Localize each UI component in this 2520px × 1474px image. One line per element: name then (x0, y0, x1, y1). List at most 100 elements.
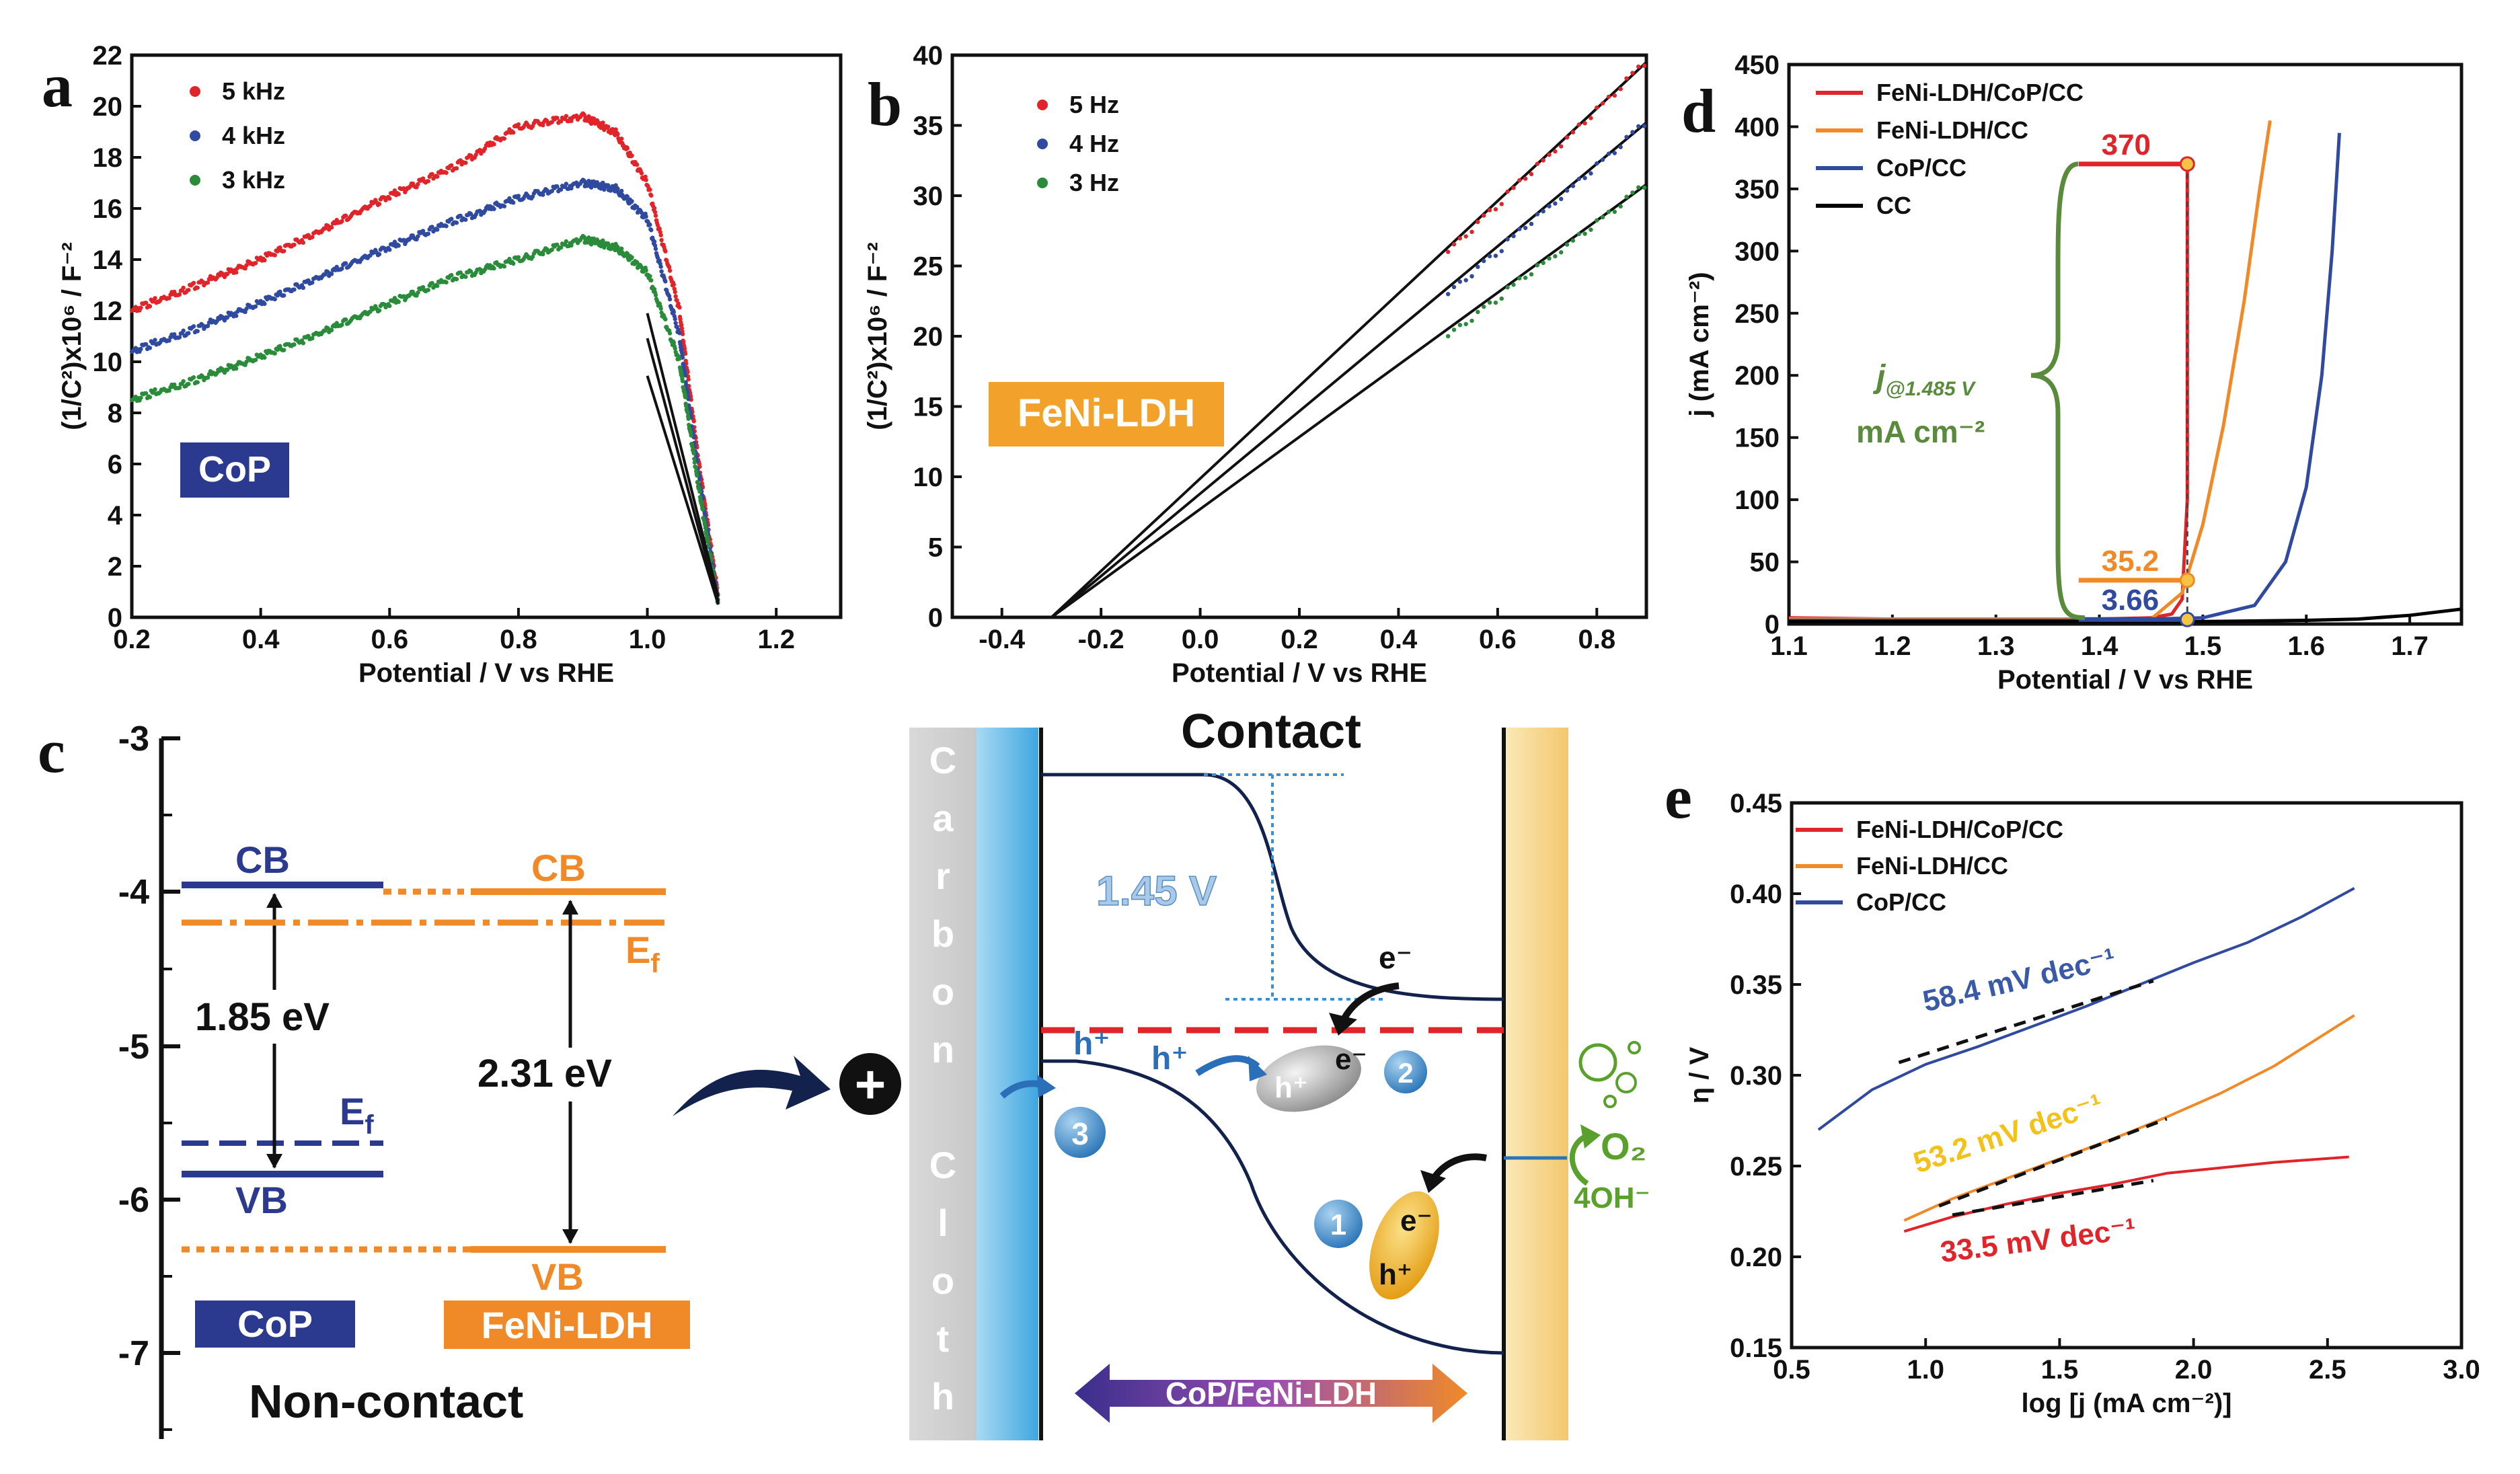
feni-vb-label: VB (531, 1255, 584, 1298)
feni-name: FeNi-LDH (481, 1304, 652, 1346)
data-point (652, 243, 658, 248)
data-point (677, 305, 682, 310)
data-point (426, 231, 430, 236)
data-point (167, 338, 171, 343)
y-tick-label: 10 (93, 348, 123, 377)
data-point (671, 282, 677, 287)
oer-curl-arrowhead (1580, 1124, 1601, 1149)
o2-bubble-tiny (1603, 1095, 1617, 1108)
data-point (444, 280, 449, 285)
grey-ball-e: e⁻ (1335, 1043, 1367, 1076)
data-point (648, 188, 652, 192)
data-point (1511, 282, 1516, 287)
x-tick-label: 0.5 (1773, 1355, 1810, 1385)
y-axis-label: η / V (1685, 1046, 1714, 1103)
data-point (225, 315, 230, 320)
data-point (605, 124, 611, 129)
data-point (301, 341, 306, 346)
gold-ball-h: h⁺ (1379, 1258, 1412, 1291)
data-point (1553, 254, 1558, 259)
o2-label: O₂ (1601, 1125, 1646, 1167)
data-point (644, 214, 648, 219)
data-point (555, 116, 560, 120)
data-point (649, 227, 654, 233)
oer-curl-arrow (1569, 1132, 1590, 1186)
data-point (1517, 276, 1522, 281)
data-point (586, 114, 591, 119)
bottom-double-arrow (1075, 1364, 1467, 1423)
data-point (678, 317, 683, 321)
data-point (605, 183, 611, 188)
x-tick-label: -0.4 (979, 625, 1026, 654)
data-point (1487, 208, 1492, 212)
data-point (172, 382, 177, 387)
data-point (601, 120, 605, 125)
data-point (706, 544, 711, 549)
cop-gap-arrowhead-top (266, 893, 282, 908)
data-point (1564, 135, 1570, 140)
data-point (492, 142, 496, 147)
data-point (1636, 185, 1641, 190)
data-point (387, 196, 392, 201)
x-tick-label: 1.4 (2081, 631, 2118, 661)
data-point (564, 182, 569, 186)
data-point (340, 322, 344, 327)
data-point (619, 137, 624, 141)
cloth-letter: b (931, 913, 954, 955)
electron-label-top: e⁻ (1379, 940, 1412, 975)
data-point (558, 187, 564, 192)
data-point (1606, 94, 1611, 100)
data-point (1523, 275, 1528, 280)
x-axis-label: Potential / V vs RHE (358, 658, 614, 688)
series-line (1903, 1155, 2349, 1233)
data-point (281, 348, 287, 352)
tafel-fit (1898, 979, 2154, 1064)
energy-ticks (161, 736, 180, 1431)
series-line (1817, 887, 2355, 1131)
data-point (301, 285, 306, 290)
data-point (1595, 105, 1599, 110)
data-point (639, 171, 644, 176)
data-point (1589, 171, 1593, 176)
data-point (541, 192, 545, 197)
cop-ef-label: Ef (340, 1090, 374, 1140)
plus-sign: + (855, 1054, 886, 1114)
data-point (416, 182, 420, 187)
plot-frame (130, 53, 843, 619)
x-tick-label: 0.0 (1182, 625, 1219, 654)
data-point (463, 274, 468, 279)
data-point (666, 294, 672, 299)
data-point (396, 243, 401, 248)
data-point (1517, 178, 1522, 183)
cop-vb-label: VB (235, 1179, 288, 1221)
data-point (1482, 304, 1486, 309)
x-tick-label: 0.4 (242, 625, 280, 654)
bottom-arrow-label: CoP/FeNi-LDH (1166, 1376, 1377, 1411)
data-point (139, 395, 143, 400)
x-tick-label: 0.6 (371, 625, 408, 654)
data-point (686, 397, 691, 401)
y-tick-label: 0 (1765, 610, 1780, 639)
y-tick-label: 0.25 (1730, 1152, 1782, 1181)
hole-transfer-arrowhead (1248, 1056, 1267, 1081)
brace (2030, 161, 2086, 621)
legend-label: 5 Hz (1069, 91, 1119, 118)
data-point (468, 269, 473, 274)
y-tick-label: 35 (913, 112, 944, 141)
data-point (449, 217, 454, 221)
data-point (507, 256, 512, 262)
data-point (186, 288, 191, 293)
data-point (564, 239, 569, 244)
data-point (648, 274, 652, 278)
data-point (444, 224, 449, 229)
data-point (1636, 64, 1641, 69)
fit-line (646, 338, 720, 603)
value-marker-dot (2179, 156, 2195, 172)
panel-letter-d: d (1681, 77, 1716, 145)
data-point (143, 301, 149, 305)
data-point (588, 121, 594, 126)
x-tick-label: 1.7 (2391, 631, 2429, 661)
carbon-cloth-bar (909, 728, 977, 1440)
data-point (1589, 227, 1593, 232)
panel-letter-c: c (38, 717, 65, 785)
